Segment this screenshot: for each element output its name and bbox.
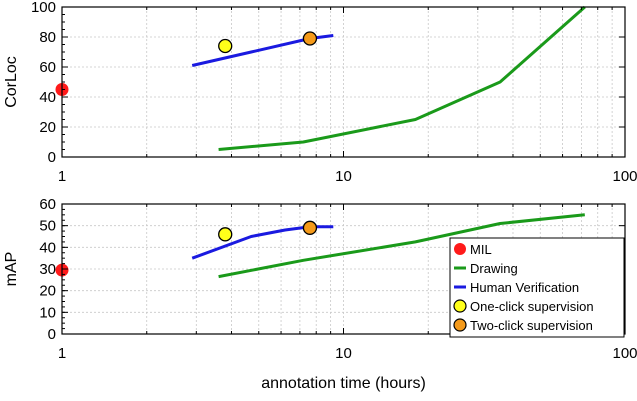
legend: MIL Drawing Human Verification One-click su… xyxy=(449,237,625,338)
y-tick-label: 30 xyxy=(39,261,56,278)
legend-label-drawing: Drawing xyxy=(470,261,518,276)
panel-corloc: 1 10 100 0 20 40 60 80 100 CorLoc xyxy=(3,0,637,185)
y-tick-label: 50 xyxy=(39,218,56,235)
x-tick-label: 10 xyxy=(335,168,352,185)
x-tick-label: 10 xyxy=(335,345,352,362)
series-line-drawing xyxy=(218,5,586,151)
plot-area xyxy=(55,213,585,279)
y-tick-label: 0 xyxy=(48,149,56,166)
legend-label-human_verification: Human Verification xyxy=(470,280,579,295)
legend-swatch-mil xyxy=(454,243,466,255)
x-tick-label: 100 xyxy=(612,168,637,185)
marker-two_click xyxy=(302,220,318,235)
marker-two_click xyxy=(302,31,318,46)
x-tick-label: 1 xyxy=(58,168,66,185)
y-tick-label: 20 xyxy=(39,119,56,136)
legend-label-mil: MIL xyxy=(470,242,492,257)
y-tick-label: 80 xyxy=(39,29,56,46)
legend-label-two_click: Two-click supervision xyxy=(470,318,593,333)
y-tick-label: 20 xyxy=(39,283,56,300)
panel-map: 1 10 100 0 10 20 30 40 50 60 mAP annotation time … xyxy=(3,196,637,392)
marker-one_click xyxy=(218,227,233,242)
plot-area xyxy=(55,5,586,151)
x-axis-label: annotation time (hours) xyxy=(261,375,426,392)
legend-swatch-one_click xyxy=(453,299,467,313)
y-tick-label: 0 xyxy=(48,326,56,343)
ticks xyxy=(62,6,625,158)
marker-one_click xyxy=(218,38,233,54)
x-tick-label: 100 xyxy=(612,345,637,362)
x-tick-label: 1 xyxy=(58,345,66,362)
grid xyxy=(62,7,625,157)
legend-box xyxy=(449,237,625,338)
tick-labels: 1 10 100 0 10 20 30 40 50 60 xyxy=(39,196,637,362)
legend-swatch-two_click xyxy=(453,318,467,332)
series-line-human_verification xyxy=(191,34,334,67)
y-tick-label: 40 xyxy=(39,239,56,256)
y-tick-label: 100 xyxy=(31,0,56,16)
series-line-drawing xyxy=(218,213,585,279)
y-tick-label: 10 xyxy=(39,304,56,321)
tick-labels: 1 10 100 0 20 40 60 80 100 xyxy=(31,0,637,185)
y-axis-label: mAP xyxy=(3,252,20,287)
y-tick-label: 60 xyxy=(39,59,56,76)
y-axis-label: CorLoc xyxy=(3,56,20,108)
series-line-human_verification xyxy=(191,225,334,260)
y-tick-label: 40 xyxy=(39,89,56,106)
legend-label-one_click: One-click supervision xyxy=(470,299,594,314)
y-tick-label: 60 xyxy=(39,196,56,213)
